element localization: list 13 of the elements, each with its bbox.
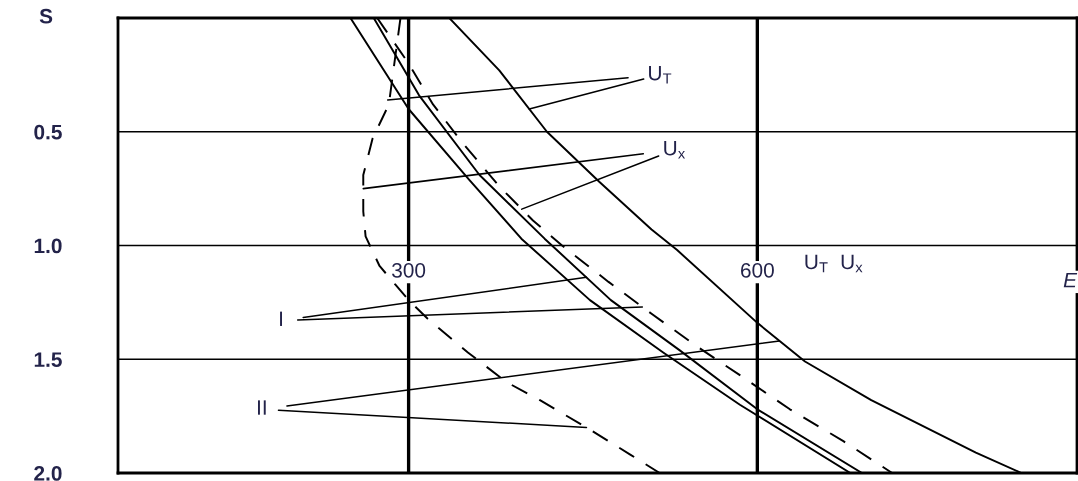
y-tick-label: 0.5 [34, 124, 62, 140]
x-tick-label: 300 [392, 262, 426, 278]
y-axis-title: S [39, 8, 53, 24]
y-tick-label: 2.0 [34, 466, 62, 481]
annotation: U$_{T}$ U$_{x}$ [805, 254, 863, 273]
annotation: II [257, 400, 266, 415]
y-tick-label: 1.5 [34, 352, 62, 367]
annotation: U$_{T}$ [649, 65, 672, 84]
annotation: U$_{x}$ [664, 140, 686, 159]
x-tick-label: 600 [741, 262, 774, 278]
annotation: I [280, 311, 282, 326]
y-tick-label: 1.0 [34, 238, 62, 254]
x-axis-title: E [1063, 272, 1078, 288]
